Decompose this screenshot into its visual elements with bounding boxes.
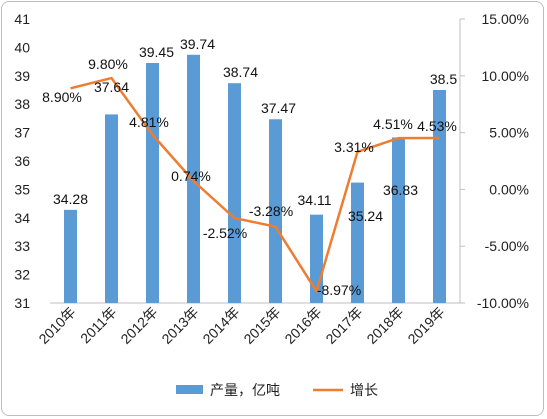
bar-value-label: 38.74 (223, 64, 258, 80)
bar-series (64, 54, 446, 304)
chart-legend: 产量，亿吨 增长 (176, 382, 378, 398)
bar (392, 137, 405, 303)
growth-value-label: -3.28% (249, 203, 293, 219)
left-axis-tick: 32 (14, 267, 30, 283)
chart-axes: 31 32 33 34 35 36 37 38 39 40 41 -10.00% -5.00% 0.00%… (14, 11, 529, 311)
left-axis-tick: 41 (14, 11, 30, 27)
x-axis-tick: 2018年 (363, 304, 406, 347)
right-axis-tick: -5.00% (485, 238, 529, 254)
x-axis-tick: 2010年 (35, 304, 78, 347)
data-labels: 34.28 37.64 39.45 39.74 38.74 37.47 34.11 35.24… (42, 36, 457, 298)
left-axis-tick: 34 (14, 210, 30, 226)
x-axis-tick: 2012年 (117, 304, 160, 347)
legend-label-growth: 增长 (350, 382, 378, 398)
left-axis-tick: 33 (14, 238, 30, 254)
bar (146, 63, 159, 303)
bar-value-label: 34.11 (298, 192, 332, 208)
growth-value-label: 4.53% (417, 118, 457, 134)
bar (351, 182, 364, 303)
bar (187, 54, 200, 304)
growth-value-label: -2.52% (203, 225, 247, 241)
left-axis-tick: 35 (14, 181, 30, 197)
right-axis-tick: 5.00% (489, 125, 529, 141)
bar-value-label: 38.5 (430, 71, 457, 87)
bar-value-label: 37.64 (94, 79, 129, 95)
bar-value-label: 37.47 (261, 100, 296, 116)
right-axis-tick: 0.00% (489, 181, 529, 197)
x-axis-tick: 2015年 (240, 304, 283, 347)
left-axis-tick: 36 (14, 153, 30, 169)
left-axis-tick: 39 (14, 68, 30, 84)
legend-swatch-bar (176, 385, 203, 394)
growth-value-label: 9.80% (88, 56, 128, 72)
right-axis-tick: 15.00% (482, 11, 529, 27)
x-axis-tick: 2019年 (404, 304, 447, 347)
bar-value-label: 36.83 (383, 182, 418, 198)
line-series (70, 76, 440, 293)
bar-value-label: 39.74 (180, 36, 215, 52)
growth-value-label: 3.31% (334, 139, 374, 155)
left-axis-tick: 40 (14, 39, 30, 55)
bar (228, 83, 241, 304)
bar-value-label: 39.45 (139, 44, 174, 60)
left-axis-tick: 38 (14, 96, 30, 112)
left-axis-tick: 37 (14, 125, 30, 141)
x-axis-ticks: 2010年2011年2012年2013年2014年2015年2016年2017年… (35, 304, 447, 347)
bar (64, 209, 77, 303)
growth-value-label: 4.51% (373, 116, 413, 132)
right-axis-tick: -10.00% (477, 295, 529, 311)
legend-label-production: 产量，亿吨 (210, 382, 280, 398)
x-axis-tick: 2016年 (281, 304, 324, 347)
growth-value-label: 4.81% (129, 114, 169, 130)
growth-value-label: 0.74% (171, 168, 211, 184)
growth-value-label: 8.90% (42, 89, 82, 105)
x-axis-tick: 2017年 (322, 304, 365, 347)
bar (269, 119, 282, 303)
bar-value-label: 35.24 (348, 208, 383, 224)
bar-value-label: 34.28 (53, 191, 88, 207)
bar (105, 114, 118, 303)
growth-value-label: -8.97% (317, 282, 361, 298)
left-axis-tick: 31 (14, 295, 30, 311)
x-axis-tick: 2014年 (199, 304, 242, 347)
right-axis-tick: 10.00% (482, 68, 529, 84)
x-axis-tick: 2013年 (158, 304, 201, 347)
growth-line (70, 76, 440, 293)
bar (433, 90, 446, 303)
x-axis-tick: 2011年 (77, 304, 120, 347)
